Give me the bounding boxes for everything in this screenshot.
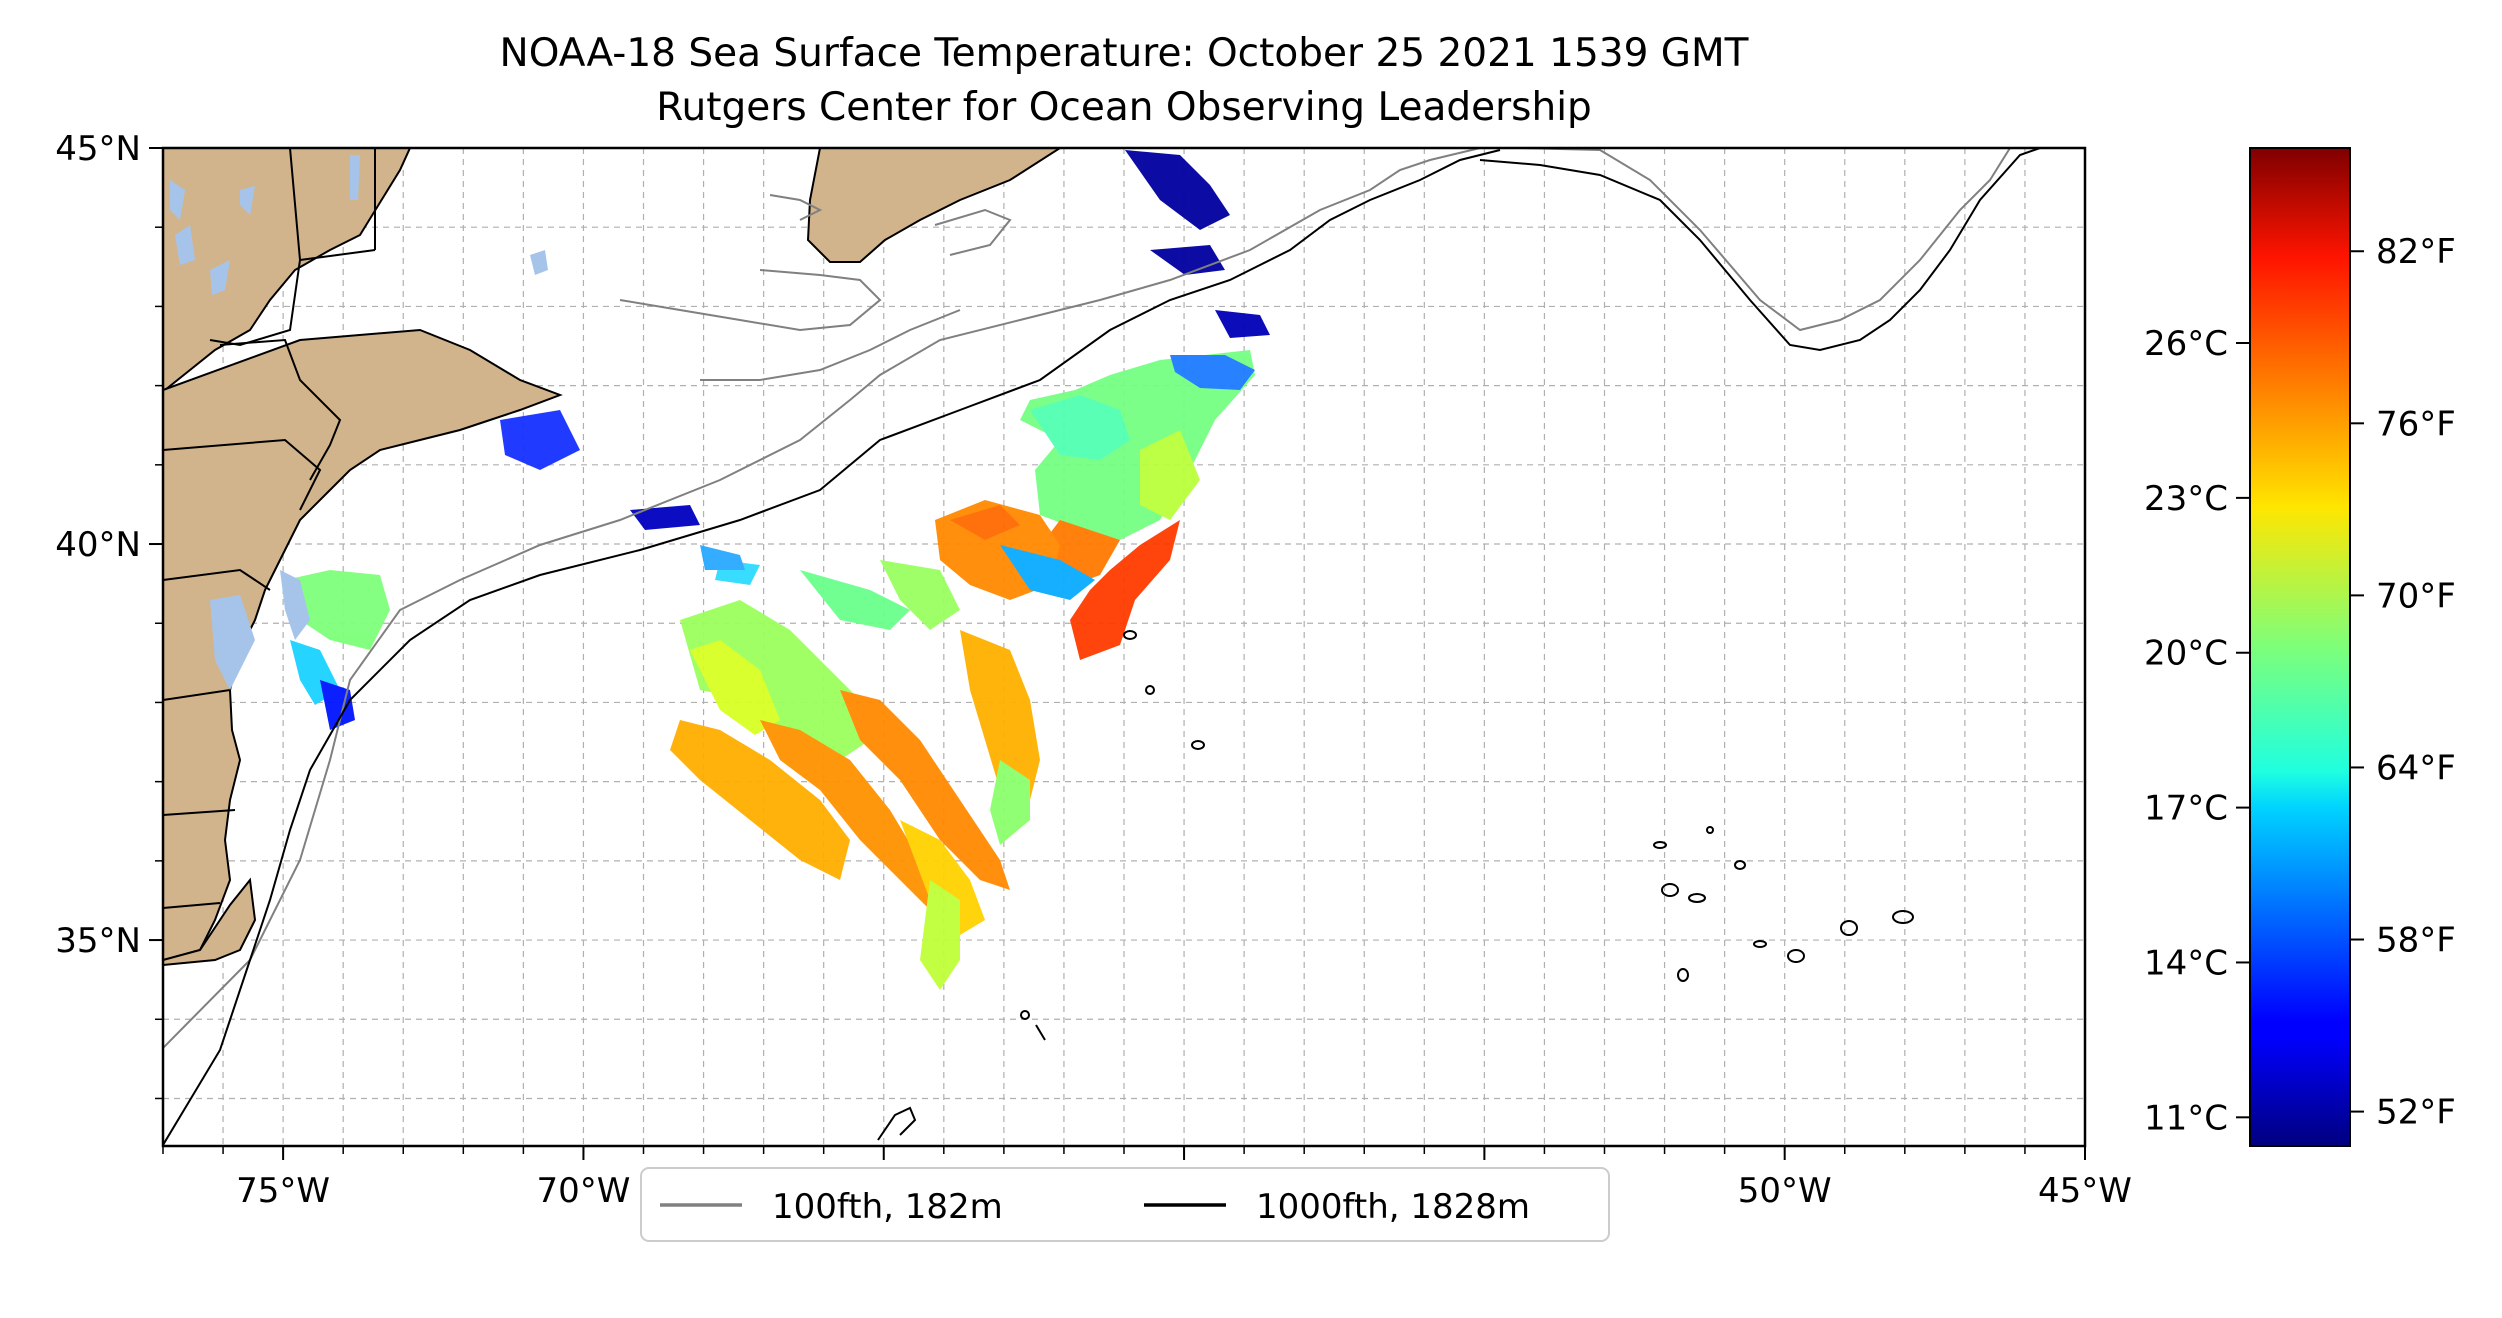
isobath-1000fth xyxy=(163,148,2041,1146)
isobath-legend: 100fth, 182m 1000fth, 1828m xyxy=(640,1167,1610,1242)
sst-swath-overlay xyxy=(170,150,1270,990)
lon-tick-label: 50°W xyxy=(1738,1171,1832,1211)
colorbar-celsius-label: 20°C xyxy=(2144,634,2228,674)
state-borders xyxy=(163,148,376,909)
lat-tick-label: 35°N xyxy=(55,921,141,961)
legend-label-100fth: 100fth, 182m xyxy=(772,1187,1003,1227)
colorbar-celsius-label: 23°C xyxy=(2144,479,2228,519)
lon-tick-label: 45°W xyxy=(2038,1171,2132,1211)
colorbar-celsius-label: 14°C xyxy=(2144,943,2228,983)
sst-swath-warm-core xyxy=(1070,520,1180,660)
lat-tick-label: 40°N xyxy=(55,525,141,565)
colorbar-fahrenheit-label: 64°F xyxy=(2376,748,2456,788)
sst-swath-south-streaks xyxy=(670,720,850,880)
lon-tick-label: 75°W xyxy=(236,1171,330,1211)
colorbar-fahrenheit-label: 58°F xyxy=(2376,921,2456,961)
colorbar-fahrenheit-label: 70°F xyxy=(2376,576,2456,616)
colorbar-celsius-label: 26°C xyxy=(2144,324,2228,364)
latitude-axis: 45°N 40°N 35°N xyxy=(55,129,163,1100)
colorbar-celsius-axis: 11°C 14°C 17°C 20°C 23°C 26°C xyxy=(2144,324,2250,1138)
colorbar-celsius-label: 17°C xyxy=(2144,789,2228,829)
seamounts xyxy=(877,630,1914,1141)
colorbar-fahrenheit-label: 76°F xyxy=(2376,404,2456,444)
lon-tick-label: 70°W xyxy=(536,1171,630,1211)
colorbar-celsius-label: 11°C xyxy=(2144,1098,2228,1138)
map-subtitle: Rutgers Center for Ocean Observing Leade… xyxy=(656,85,1592,130)
map-title-line1: NOAA-18 Sea Surface Temperature: October… xyxy=(500,31,1749,76)
legend-label-1000fth: 1000fth, 1828m xyxy=(1256,1187,1530,1227)
colorbar-fahrenheit-label: 52°F xyxy=(2376,1093,2456,1133)
isobath-100fth xyxy=(163,148,2011,1049)
map-gridlines xyxy=(163,148,2085,1146)
lakes xyxy=(170,155,548,690)
colorbar-gradient xyxy=(2249,147,2351,1147)
sst-nearshore-patches xyxy=(285,570,390,650)
map-plot-area[interactable]: 75°W70°W65°W60°W55°W50°W45°W 45°N40°N35°… xyxy=(55,129,2132,1211)
lat-tick-label: 45°N xyxy=(55,129,141,169)
temperature-colorbar: 11°C 14°C 17°C 20°C 23°C 26°C 52°F 58°F 64°F 70°… xyxy=(2144,147,2456,1147)
colorbar-fahrenheit-axis: 52°F 58°F 64°F 70°F 76°F 82°F xyxy=(2350,232,2456,1133)
colorbar-fahrenheit-label: 82°F xyxy=(2376,232,2456,272)
